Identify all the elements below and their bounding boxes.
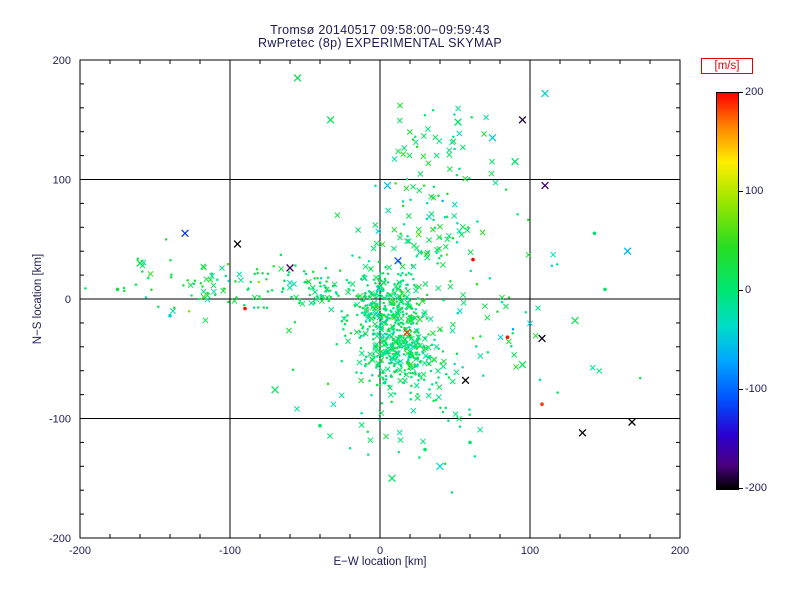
x-tick-label: -100 xyxy=(219,545,241,557)
colorbar-tick-label: 200 xyxy=(745,86,764,98)
scatter-points xyxy=(84,74,642,494)
colorbar-tick-label: 0 xyxy=(745,284,752,296)
x-tick-label: 100 xyxy=(521,545,539,557)
y-tick-label: 100 xyxy=(53,175,71,187)
y-tick-label: 200 xyxy=(53,55,71,67)
y-tick-label: -100 xyxy=(49,414,71,426)
colorbar-tick-mark xyxy=(738,190,743,192)
x-tick-label: -200 xyxy=(69,545,91,557)
tick-labels: -200 -100 0 100 200 -200 -100 0 100 200 xyxy=(49,55,689,557)
colorbar-tick-label: -100 xyxy=(745,383,768,395)
colorbar-tick-mark xyxy=(738,289,743,291)
colorbar-tick-label: 100 xyxy=(745,185,764,197)
grid-lines xyxy=(80,60,680,538)
colorbar-tick-label: -200 xyxy=(745,482,768,494)
colorbar-unit-label: [m/s] xyxy=(701,58,753,74)
plot-subtitle: RwPretec (8p) EXPERIMENTAL SKYMAP xyxy=(258,36,502,50)
x-axis-label: E−W location [km] xyxy=(333,556,427,568)
x-tick-label: 200 xyxy=(671,545,689,557)
colorbar-tick-mark xyxy=(738,388,743,390)
x-tick-label: 0 xyxy=(377,545,383,557)
colorbar-tick-mark xyxy=(738,487,743,489)
colorbar-tick-mark xyxy=(738,91,743,93)
y-tick-label: -200 xyxy=(49,533,71,545)
y-tick-label: 0 xyxy=(65,294,71,306)
colorbar-gradient xyxy=(716,92,739,490)
y-axis-label: N−S location [km] xyxy=(32,253,44,345)
plot-frame xyxy=(79,59,681,539)
plot-title: Tromsø 20140517 09:58:00−09:59:43 xyxy=(270,23,490,37)
